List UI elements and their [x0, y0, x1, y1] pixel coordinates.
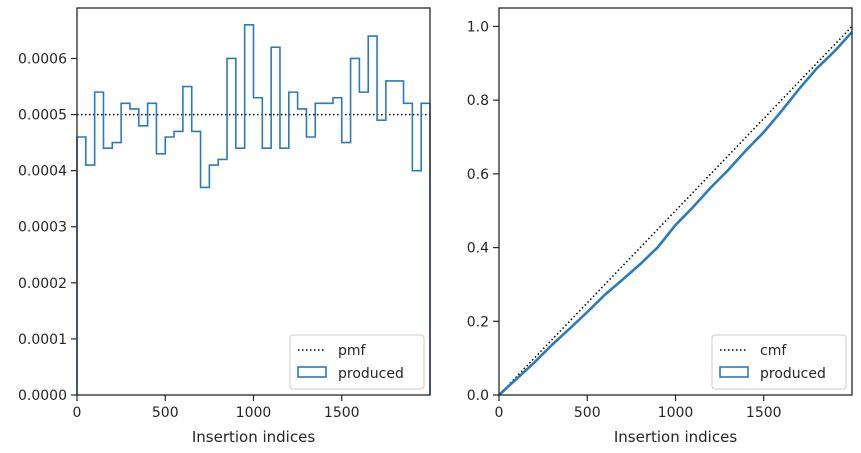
legend-label: cmf: [760, 343, 787, 359]
x-tick-label: 500: [152, 405, 179, 421]
x-tick-label: 1500: [324, 405, 360, 421]
x-axis-label: Insertion indices: [614, 428, 737, 446]
legend-produced-swatch: [297, 366, 327, 378]
y-tick-label: 0.0003: [18, 220, 67, 236]
right-chart-cmf-cumulative: 0.0 0.2 0.4 0.6 0.8 1.0 0 500 1000 1500 Insertion …: [467, 7, 853, 446]
x-tick-label: 0: [495, 405, 504, 421]
left-chart-pmf-histogram: 0.0000 0.0001 0.0002 0.0003 0.0004 0.0005 0.00…: [18, 7, 431, 446]
x-tick-label: 0: [73, 405, 82, 421]
axes-frame: [498, 7, 853, 396]
legend: cmf produced: [711, 334, 847, 390]
legend-box: [711, 334, 847, 390]
y-tick-label: 0.0002: [18, 276, 67, 292]
y-tick-label: 0.0006: [18, 51, 67, 67]
x-tick-label: 1500: [746, 405, 782, 421]
y-tick-label: 0.6: [467, 167, 489, 183]
legend: pmf produced: [289, 334, 425, 390]
legend-label: produced: [338, 366, 404, 382]
x-tick-label: 500: [574, 405, 601, 421]
y-tick-label: 0.0: [467, 388, 489, 404]
legend-produced-swatch: [719, 366, 749, 378]
y-tick-label: 0.0005: [18, 108, 67, 124]
y-tick-label: 0.2: [467, 314, 489, 330]
x-tick-label: 1000: [236, 405, 272, 421]
x-tick-label: 1000: [658, 405, 694, 421]
y-tick-label: 0.8: [467, 93, 489, 109]
y-tick-label: 0.0001: [18, 332, 67, 348]
y-tick-label: 1.0: [467, 19, 489, 35]
produced-step-histogram: [76, 24, 431, 395]
legend-box: [289, 334, 425, 390]
legend-label: produced: [760, 366, 826, 382]
legend-label: pmf: [338, 343, 367, 359]
y-tick-label: 0.4: [467, 241, 489, 257]
x-axis-label: Insertion indices: [192, 428, 315, 446]
cmf-line: [498, 25, 853, 396]
axes-frame: [76, 7, 431, 396]
produced-cumulative-line: [498, 31, 853, 396]
y-tick-label: 0.0004: [18, 164, 67, 180]
y-tick-label: 0.0000: [18, 388, 67, 404]
